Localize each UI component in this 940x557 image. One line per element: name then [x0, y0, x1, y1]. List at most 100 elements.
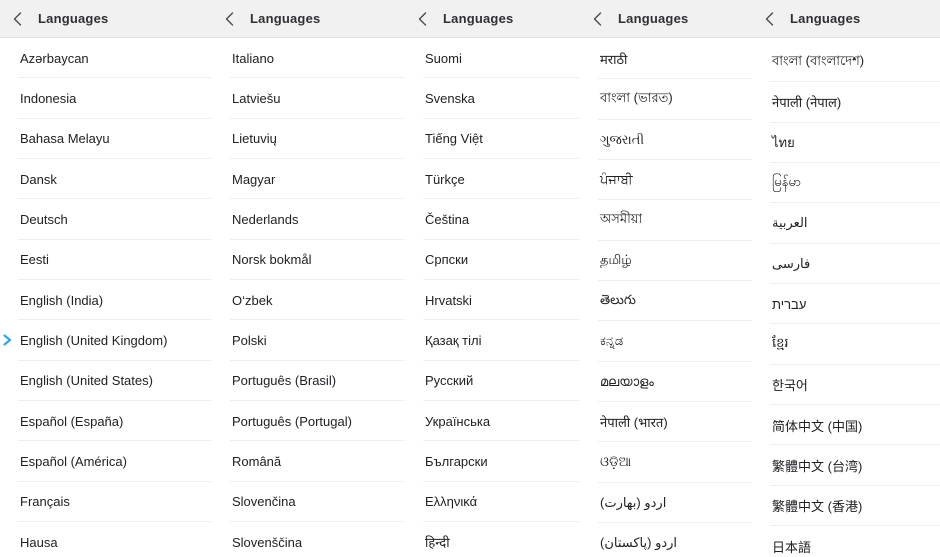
language-item[interactable]: Türkçe [405, 159, 580, 200]
language-item[interactable]: Lietuvių [212, 119, 405, 160]
language-item[interactable]: Italiano [212, 38, 405, 79]
language-item[interactable]: Suomi [405, 38, 580, 79]
back-button[interactable] [225, 11, 241, 27]
language-item[interactable]: 한국어 [752, 365, 940, 406]
language-item[interactable]: Português (Portugal) [212, 401, 405, 442]
language-item[interactable]: Dansk [0, 159, 212, 200]
language-item[interactable]: नेपाली (भारत) [580, 402, 752, 443]
language-label: தமிழ் [600, 252, 632, 268]
language-item[interactable]: বাংলা (বাংলাদেশ) [752, 42, 940, 83]
language-label: English (India) [20, 292, 104, 308]
language-label: नेपाली (नेपाल) [772, 95, 842, 111]
language-item[interactable]: Slovenščina [212, 522, 405, 557]
language-label: עברית [772, 296, 807, 312]
language-item[interactable]: Қазақ тілі [405, 320, 580, 361]
language-label: Tiếng Việt [425, 131, 483, 147]
language-item[interactable]: বাংলা (ভারত) [580, 79, 752, 120]
language-item[interactable]: Русский [405, 361, 580, 402]
language-label: Latviešu [232, 90, 281, 106]
language-item-selected[interactable]: English (United Kingdom) [0, 320, 212, 361]
language-item[interactable]: தமிழ் [580, 241, 752, 282]
language-label: မြန်မာ [772, 173, 802, 189]
languages-panel: Languages বাংলা (বাংলাদেশ) नेपाली (नेपाल… [752, 0, 940, 557]
language-label: Svenska [425, 90, 475, 106]
back-button[interactable] [593, 11, 609, 27]
language-label: 繁體中文 (香港) [772, 499, 863, 515]
language-item[interactable]: ಕನ್ನಡ [580, 321, 752, 362]
page-title: Languages [443, 11, 514, 26]
languages-panel: Languages Azərbaycan Indonesia Bahasa Me… [0, 0, 212, 557]
language-item[interactable]: Indonesia [0, 78, 212, 119]
language-label: O‘zbek [232, 292, 273, 308]
language-item[interactable]: 繁體中文 (香港) [752, 486, 940, 527]
language-item[interactable]: Українська [405, 401, 580, 442]
language-item[interactable]: Français [0, 482, 212, 523]
language-item[interactable]: Bahasa Melayu [0, 119, 212, 160]
language-item[interactable]: עברית [752, 284, 940, 325]
back-button[interactable] [13, 11, 29, 27]
language-label: Hausa [20, 534, 58, 550]
language-item[interactable]: မြန်မာ [752, 163, 940, 204]
language-item[interactable]: മലയാളം [580, 362, 752, 403]
language-label: ไทย [772, 135, 795, 151]
language-item[interactable]: मराठी [580, 39, 752, 80]
language-label: ಕನ್ನಡ [600, 333, 624, 349]
page-title: Languages [250, 11, 321, 26]
language-item[interactable]: English (United States) [0, 361, 212, 402]
chevron-left-icon [765, 11, 774, 26]
language-item[interactable]: Српски [405, 240, 580, 281]
language-item[interactable]: ଓଡ଼ିଆ [580, 442, 752, 483]
language-item[interactable]: فارسی [752, 244, 940, 285]
language-item[interactable]: 日本語 [752, 526, 940, 557]
language-item[interactable]: Čeština [405, 199, 580, 240]
language-item[interactable]: Hausa [0, 522, 212, 557]
language-item[interactable]: Română [212, 441, 405, 482]
languages-panel: Languages मराठी বাংলা (ভারত) ગુજરાતી ਪੰਜ… [580, 0, 752, 557]
language-item[interactable]: Español (España) [0, 401, 212, 442]
language-label: Čeština [425, 211, 470, 227]
language-item[interactable]: Slovenčina [212, 482, 405, 523]
language-item[interactable]: O‘zbek [212, 280, 405, 321]
language-item[interactable]: తెలుగు [580, 281, 752, 322]
back-button[interactable] [418, 11, 434, 27]
language-item[interactable]: Ελληνικά [405, 482, 580, 523]
language-item[interactable]: ਪੰਜਾਬੀ [580, 160, 752, 201]
page-title: Languages [790, 11, 861, 26]
language-item[interactable]: ไทย [752, 123, 940, 164]
language-item[interactable]: Tiếng Việt [405, 119, 580, 160]
language-item[interactable]: Norsk bokmål [212, 240, 405, 281]
language-label: 日本語 [772, 539, 812, 555]
language-item[interactable]: Latviešu [212, 78, 405, 119]
languages-panel: Languages Suomi Svenska Tiếng Việt Türkç… [405, 0, 580, 557]
language-item[interactable]: Hrvatski [405, 280, 580, 321]
language-label: Bahasa Melayu [20, 131, 110, 147]
language-item[interactable]: اردو (بھارت) [580, 483, 752, 524]
language-item[interactable]: Eesti [0, 240, 212, 281]
chevron-left-icon [225, 11, 234, 26]
language-item[interactable]: नेपाली (नेपाल) [752, 82, 940, 123]
language-item[interactable]: Svenska [405, 78, 580, 119]
language-item[interactable]: العربية [752, 203, 940, 244]
language-item[interactable]: ગુજરાતી [580, 120, 752, 161]
language-item[interactable]: Български [405, 441, 580, 482]
language-item[interactable]: Azərbaycan [0, 38, 212, 79]
language-label: മലയാളം [600, 373, 654, 389]
back-button[interactable] [765, 11, 781, 27]
language-item[interactable]: Español (América) [0, 441, 212, 482]
language-item[interactable]: हिन्दी [405, 522, 580, 557]
panel-header: Languages [212, 0, 405, 38]
language-item[interactable]: Polski [212, 320, 405, 361]
language-label: Ελληνικά [425, 494, 478, 510]
language-label: हिन्दी [425, 535, 450, 551]
language-item[interactable]: Deutsch [0, 199, 212, 240]
language-item[interactable]: 简体中文 (中国) [752, 405, 940, 446]
language-item[interactable]: ខ្មែរ [752, 324, 940, 365]
language-item[interactable]: اردو (پاکستان) [580, 523, 752, 557]
language-item[interactable]: Português (Brasil) [212, 361, 405, 402]
language-item[interactable]: অসমীয়া [580, 200, 752, 241]
language-item[interactable]: English (India) [0, 280, 212, 321]
language-item[interactable]: Nederlands [212, 199, 405, 240]
language-item[interactable]: 繁體中文 (台湾) [752, 445, 940, 486]
language-item[interactable]: Magyar [212, 159, 405, 200]
panel-header: Languages [405, 0, 580, 38]
